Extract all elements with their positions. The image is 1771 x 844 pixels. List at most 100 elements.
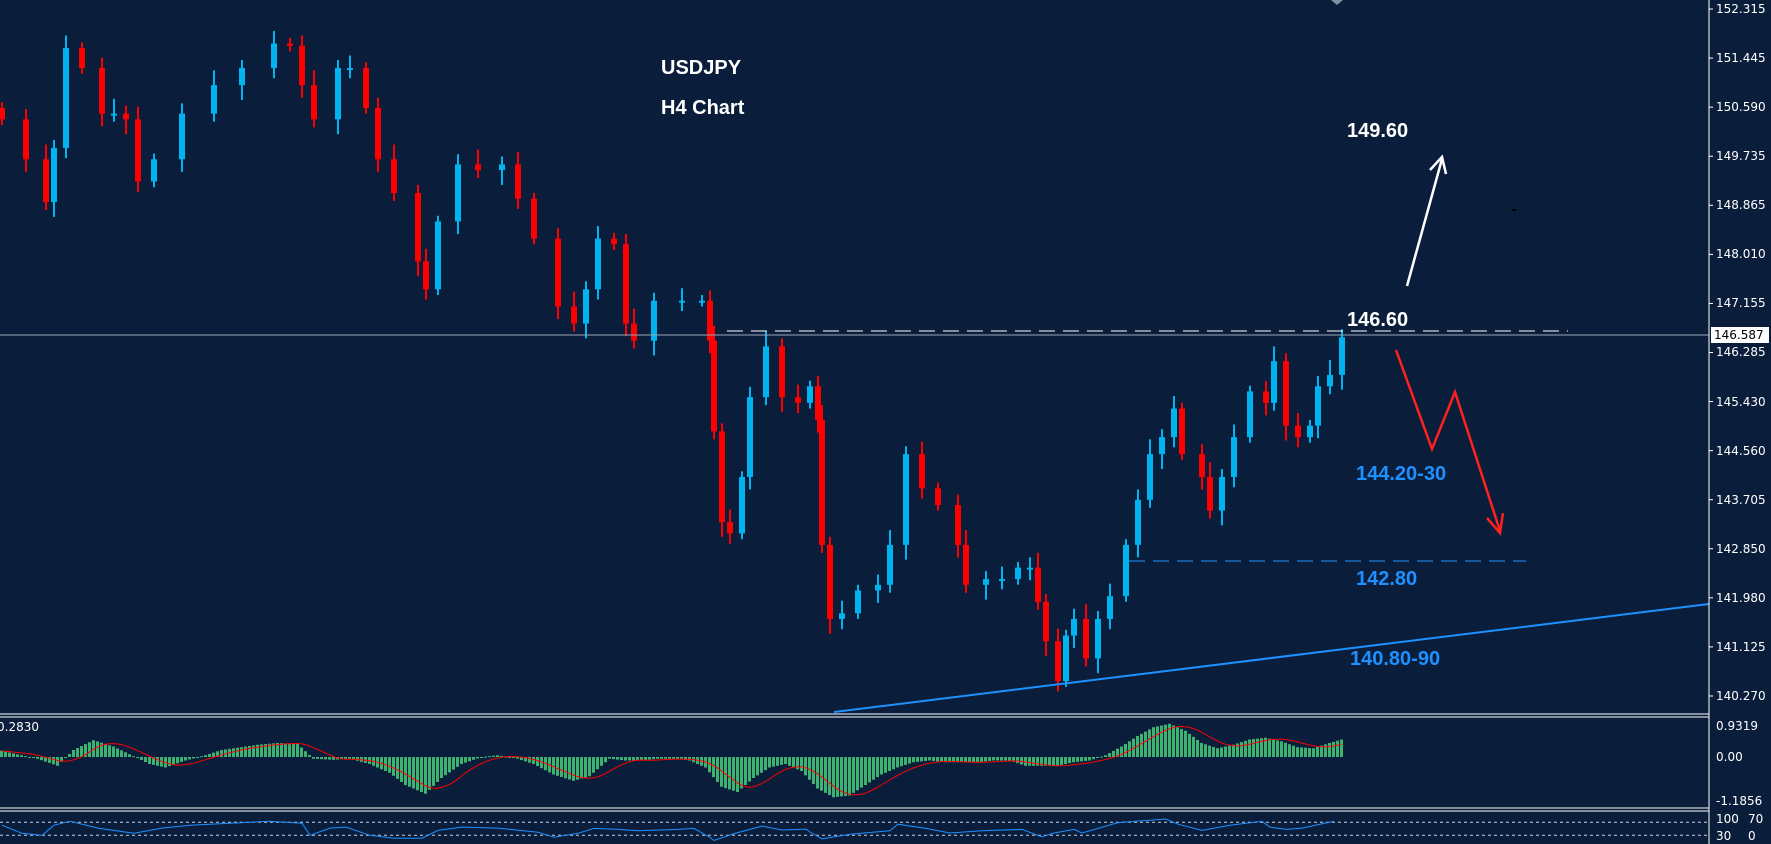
macd-histogram-bar <box>1316 746 1319 757</box>
macd-histogram-bar <box>508 757 511 758</box>
bull-candle <box>1247 391 1253 438</box>
macd-histogram-bar <box>264 744 267 757</box>
macd-histogram-bar <box>1024 757 1027 766</box>
macd-histogram-bar <box>720 757 723 787</box>
macd-histogram-bar <box>1180 729 1183 757</box>
macd-histogram-bar <box>1028 757 1031 766</box>
macd-histogram-bar <box>1252 739 1255 757</box>
macd-histogram-bar <box>680 757 683 760</box>
macd-histogram-bar <box>1084 757 1087 761</box>
macd-histogram-bar <box>1200 743 1203 757</box>
bull-candle <box>1063 635 1069 682</box>
macd-histogram-bar <box>396 757 399 779</box>
macd-histogram-bar <box>936 757 939 762</box>
macd-signal-line <box>1 725 1342 796</box>
macd-histogram-bar <box>248 745 251 757</box>
macd-histogram-bar <box>884 757 887 773</box>
macd-histogram-bar <box>1248 739 1251 757</box>
macd-histogram-bar <box>1268 738 1271 757</box>
macd-histogram-bar <box>840 757 843 797</box>
bear-candle <box>819 419 825 545</box>
bull-candle <box>63 48 69 148</box>
bear-candle <box>23 119 29 160</box>
macd-histogram-bar <box>144 757 147 763</box>
macd-histogram-bar <box>736 757 739 792</box>
macd-histogram-bar <box>156 757 159 766</box>
bear-candle <box>0 107 5 120</box>
bull-candle <box>1231 437 1237 477</box>
macd-histogram-bar <box>1080 757 1083 762</box>
bull-candle <box>855 590 861 614</box>
macd-tick-label: -1.1856 <box>1716 794 1763 808</box>
macd-histogram-bar <box>388 757 391 773</box>
macd-histogram-bar <box>440 757 443 778</box>
macd-histogram-bar <box>816 757 819 789</box>
macd-histogram-bar <box>988 757 991 761</box>
macd-histogram-bar <box>1124 743 1127 757</box>
bear-candle <box>919 454 925 489</box>
price-tick-label: 142.850 <box>1716 541 1766 556</box>
bear-candle <box>727 522 733 534</box>
macd-histogram-bar <box>80 746 83 757</box>
macd-histogram-bar <box>1260 738 1263 757</box>
bear-candle <box>287 43 293 46</box>
macd-histogram-bar <box>872 757 875 780</box>
macd-histogram-bar <box>4 751 7 757</box>
macd-histogram-bar <box>420 757 423 792</box>
macd-histogram-bar <box>176 757 179 764</box>
macd-histogram-bar <box>860 757 863 788</box>
rsi-tick-label: 70 <box>1748 812 1764 826</box>
macd-histogram-bar <box>1112 750 1115 757</box>
bull-candle <box>583 289 589 324</box>
macd-histogram-bar <box>172 757 175 765</box>
macd-histogram-bar <box>1056 757 1059 766</box>
bear-candle <box>719 431 725 523</box>
macd-histogram-bar <box>1096 757 1099 758</box>
bull-candle <box>739 476 745 534</box>
macd-histogram-bar <box>1320 745 1323 757</box>
bull-candle <box>887 544 893 585</box>
price-tick-label: 141.980 <box>1716 590 1766 605</box>
macd-histogram-bar <box>708 757 711 773</box>
macd-histogram-bar <box>584 757 587 778</box>
macd-histogram-bar <box>580 757 583 779</box>
macd-histogram-bar <box>1224 746 1227 757</box>
bull-candle <box>903 454 909 545</box>
macd-histogram-bar <box>560 757 563 778</box>
macd-histogram-bar <box>1048 757 1051 766</box>
bull-candle <box>455 164 461 222</box>
bull-candle <box>1095 618 1101 659</box>
macd-histogram-bar <box>868 757 871 783</box>
macd-histogram-bar <box>288 743 291 757</box>
bull-candle <box>335 68 341 120</box>
bear-candle <box>963 544 969 585</box>
bear-candle <box>555 238 561 307</box>
macd-histogram-bar <box>780 757 783 765</box>
bear-candle <box>935 488 941 505</box>
macd-histogram-bar <box>940 757 943 762</box>
macd-histogram-bar <box>84 744 87 757</box>
bull-candle <box>1315 386 1321 426</box>
bull-candle <box>1159 437 1165 455</box>
macd-histogram-bar <box>956 757 959 763</box>
macd-histogram-bar <box>1304 747 1307 757</box>
macd-histogram-bar <box>56 757 59 766</box>
macd-histogram-bar <box>536 757 539 767</box>
bear-candle <box>515 164 521 199</box>
macd-histogram-bar <box>664 757 667 759</box>
macd-histogram-bar <box>320 757 323 760</box>
macd-histogram-bar <box>1040 757 1043 766</box>
current-price-label: 146.587 <box>1711 327 1769 343</box>
macd-histogram-bar <box>824 757 827 793</box>
chart-title: USDJPY <box>661 57 742 79</box>
macd-histogram-bar <box>1212 746 1215 757</box>
macd-histogram-bar <box>276 743 279 757</box>
macd-histogram-bar <box>432 757 435 786</box>
macd-panel <box>0 723 1343 798</box>
macd-histogram-bar <box>728 757 731 790</box>
macd-histogram-bar <box>852 757 855 793</box>
bull-candle <box>807 386 813 403</box>
macd-histogram-bar <box>636 757 639 761</box>
macd-histogram-bar <box>1012 757 1015 762</box>
